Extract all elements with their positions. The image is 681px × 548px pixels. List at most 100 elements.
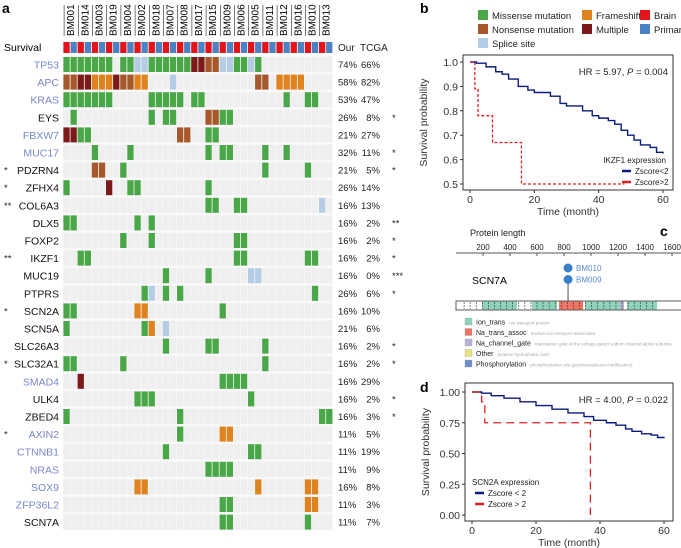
empty-cell [106,162,113,178]
empty-cell [184,444,191,460]
empty-cell [233,268,241,284]
protein-axis-tick-label: 1200 [609,243,627,252]
mutation-cell [177,57,184,72]
tcga-header: TCGA [360,43,388,54]
empty-cell [127,338,134,354]
empty-cell [233,321,241,336]
empty-cell [255,409,262,424]
empty-cell [127,426,134,442]
mutation-cell [70,57,77,72]
empty-cell [127,197,134,213]
mutation-cell [304,497,312,512]
empty-cell [276,127,283,143]
empty-cell [226,391,233,407]
empty-cell [248,338,255,354]
empty-cell [169,180,177,196]
empty-cell [127,514,134,530]
empty-cell [311,109,319,125]
mutation-cell [304,162,312,178]
mutation-cell [311,479,319,495]
empty-cell [134,285,141,301]
empty-cell [276,391,283,407]
empty-cell [319,145,326,160]
mutation-cell [134,215,141,231]
empty-cell [184,92,191,108]
empty-cell [262,373,269,389]
empty-cell [304,57,312,72]
mutation-cell [226,497,233,512]
empty-cell [191,268,198,284]
empty-cell [63,197,70,213]
tcga-frequency: 8% [366,482,380,493]
empty-cell [233,356,241,372]
empty-cell [219,338,226,354]
x-tick-label: 20 [530,525,542,537]
mutation-marker[interactable] [563,263,573,273]
empty-cell [177,215,184,231]
empty-cell [84,514,91,530]
empty-cell [269,180,276,196]
empty-cell [148,250,155,266]
empty-cell [70,338,77,354]
mutation-cell [219,109,226,125]
empty-cell [106,109,113,125]
empty-cell [326,162,333,178]
empty-cell [219,268,226,284]
empty-cell [276,409,283,424]
empty-cell [91,373,99,389]
empty-cell [141,409,148,424]
mutation-cell [262,162,269,178]
empty-cell [84,268,91,284]
empty-cell [311,268,319,284]
mutation-cell [77,74,84,90]
empty-cell [169,338,177,354]
empty-cell [84,321,91,336]
empty-cell [155,250,162,266]
empty-cell [205,162,212,178]
empty-cell [98,197,106,213]
sample-type-brain [77,42,84,53]
empty-cell [177,109,184,125]
left-significance: ** [4,201,12,212]
empty-cell [212,215,219,231]
empty-cell [134,250,141,266]
empty-cell [120,497,127,512]
empty-cell [191,373,198,389]
empty-cell [240,285,248,301]
empty-cell [162,74,170,90]
empty-cell [311,338,319,354]
empty-cell [141,127,148,143]
mutation-cell [255,444,262,460]
sample-type-brain [134,42,141,53]
empty-cell [255,250,262,266]
empty-cell [191,479,198,495]
empty-cell [240,109,248,125]
empty-cell [326,373,333,389]
mutation-cell [141,321,148,336]
empty-cell [248,127,255,143]
empty-cell [304,233,312,248]
gene-label: MUC17 [23,148,59,160]
empty-cell [255,180,262,196]
empty-cell [84,479,91,495]
empty-cell [304,127,312,143]
empty-cell [212,250,219,266]
empty-cell [198,180,205,196]
empty-cell [233,92,241,108]
mutation-marker[interactable] [563,275,573,284]
mutation-cell [63,409,70,424]
empty-cell [304,391,312,407]
empty-cell [290,373,297,389]
empty-cell [148,444,155,460]
empty-cell [98,479,106,495]
gene-label: ZBED4 [25,412,59,424]
empty-cell [233,426,241,442]
empty-cell [120,180,127,196]
empty-cell [311,303,319,319]
empty-cell [205,373,212,389]
empty-cell [240,303,248,319]
empty-cell [184,303,191,319]
empty-cell [98,426,106,442]
right-significance: * [392,412,396,423]
empty-cell [297,268,304,284]
